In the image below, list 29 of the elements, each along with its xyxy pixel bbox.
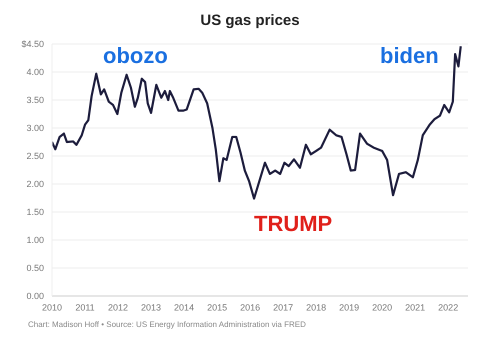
text: Chart: Madison Hoff • Source: US Energy Information Administration via FRED	[27, 320, 307, 329]
y-tick-label: 3.50	[26, 95, 44, 106]
annotation: TRUMP	[254, 211, 332, 236]
y-tick-label: 1.00	[26, 235, 44, 246]
x-tick-label: 2016	[240, 302, 260, 312]
y-tick-label: 2.50	[26, 151, 44, 162]
x-tick-label: 2022	[438, 302, 458, 312]
x-tick-label: 2014	[174, 302, 194, 312]
chart-title: US gas prices	[199, 11, 301, 31]
x-tick-label: 2013	[141, 302, 162, 312]
y-tick-label: 2.00	[26, 179, 44, 190]
y-tick-label: 3.00	[26, 123, 44, 134]
x-tick-label: 2020	[372, 302, 392, 312]
annotation: obozo	[103, 43, 168, 68]
y-tick-label: 1.50	[26, 207, 44, 218]
x-tick-label: 2010	[42, 302, 62, 312]
x-tick-label: 2021	[405, 302, 426, 312]
y-tick-label: 0.50	[26, 263, 44, 274]
y-tick-label: 4.00	[26, 67, 44, 78]
annotation: biden	[380, 43, 439, 68]
x-tick-label: 2017	[273, 302, 294, 312]
x-tick-label: 2015	[207, 302, 228, 312]
y-tick-label: 0.00	[26, 291, 44, 302]
y-tick-label: $4.50	[21, 39, 44, 50]
x-tick-label: 2012	[108, 302, 128, 312]
x-tick-label: 2018	[306, 302, 326, 312]
line-series	[52, 45, 462, 200]
x-tick-label: 2011	[75, 302, 95, 312]
x-tick-label: 2019	[339, 302, 360, 312]
